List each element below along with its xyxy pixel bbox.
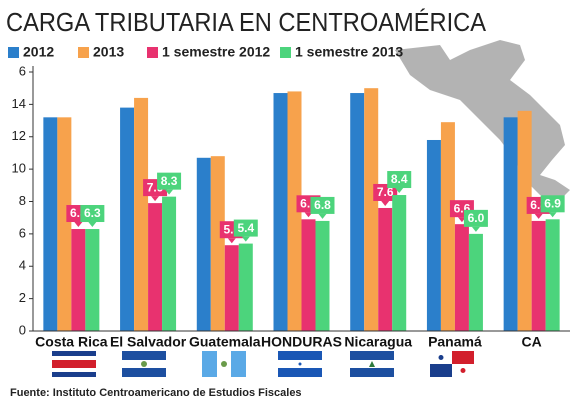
data-label-box — [80, 205, 105, 223]
bar — [301, 219, 316, 331]
bar — [392, 195, 407, 331]
data-label-pointer — [318, 213, 327, 219]
legend-swatch — [280, 47, 291, 58]
data-label-pointer — [381, 200, 390, 206]
y-tick-label: 0 — [19, 322, 26, 337]
data-label-box — [387, 171, 412, 189]
x-tick-label: Nicaragua — [344, 334, 412, 350]
map-silhouette — [395, 40, 570, 200]
y-tick-label: 6 — [19, 63, 26, 78]
x-tick-label: Guatemala — [189, 334, 261, 350]
bar — [517, 110, 532, 331]
data-label-box — [310, 196, 335, 214]
y-tick-label: 2 — [19, 290, 26, 305]
data-label: 7.6 — [377, 185, 394, 199]
bar — [287, 91, 302, 331]
data-label-pointer — [395, 188, 404, 194]
x-tick-label: Costa Rica — [35, 334, 108, 350]
bar — [273, 93, 288, 331]
legend-label: 2012 — [23, 44, 54, 60]
legend-label: 2013 — [93, 44, 124, 60]
bar — [531, 220, 546, 331]
bar — [378, 207, 393, 331]
legend-swatch — [78, 47, 89, 58]
bar — [350, 93, 365, 331]
bar — [315, 220, 330, 331]
data-label-pointer — [151, 196, 160, 202]
bar — [85, 229, 100, 331]
bar — [545, 219, 560, 331]
bar — [148, 203, 163, 331]
legend-label: 1 semestre 2013 — [295, 44, 403, 60]
data-label: 6.9 — [544, 196, 561, 210]
data-label-pointer — [534, 213, 543, 219]
bar — [43, 117, 58, 331]
bar — [134, 97, 149, 332]
data-label: 8.4 — [391, 172, 408, 186]
data-label-pointer — [548, 212, 557, 218]
data-label-box — [540, 195, 565, 213]
bar — [71, 229, 86, 331]
chart-title: CARGA TRIBUTARIA EN CENTROAMÉRICA — [6, 7, 487, 37]
bar — [224, 245, 239, 331]
data-label: 8.3 — [161, 174, 178, 188]
data-label-box — [463, 209, 488, 227]
bar — [440, 122, 455, 332]
data-label: 5.4 — [237, 221, 254, 235]
legend-swatch — [147, 47, 158, 58]
data-label-box — [373, 183, 398, 201]
bar — [162, 196, 177, 331]
x-tick-label: HONDURAS — [261, 334, 342, 350]
y-tick-label: 10 — [12, 161, 26, 176]
data-label-pointer — [241, 236, 250, 242]
data-label-pointer — [74, 222, 83, 228]
data-label-pointer — [165, 189, 174, 195]
legend-label: 1 semestre 2012 — [162, 44, 270, 60]
y-tick-label: 4 — [19, 258, 26, 273]
bar — [238, 243, 253, 331]
bar — [196, 157, 211, 331]
bar — [120, 107, 135, 331]
legend-swatch — [8, 47, 19, 58]
flags — [52, 351, 474, 377]
bar — [364, 88, 379, 331]
x-tick-label: CA — [522, 334, 542, 350]
bar — [454, 224, 469, 331]
source: Fuente: Instituto Centroamericano de Est… — [10, 387, 302, 399]
bar — [57, 117, 72, 331]
data-label-pointer — [471, 226, 480, 232]
data-label-box — [157, 172, 182, 190]
data-label: 6.8 — [314, 198, 331, 212]
y-tick-label: 14 — [12, 96, 26, 111]
bar — [426, 139, 441, 331]
bar — [468, 233, 483, 331]
data-label: 6.3 — [84, 206, 101, 220]
x-tick-label: Panamá — [428, 334, 482, 350]
y-tick-label: 6 — [19, 225, 26, 240]
data-label-pointer — [227, 238, 236, 244]
bar — [503, 117, 518, 331]
y-tick-label: 8 — [19, 193, 26, 208]
data-label-pointer — [88, 222, 97, 228]
y-tick-label: 12 — [12, 128, 26, 143]
x-tick-label: El Salvador — [110, 334, 187, 350]
bar — [210, 156, 225, 331]
data-label: 6.0 — [468, 211, 485, 225]
data-label-box — [233, 219, 258, 237]
